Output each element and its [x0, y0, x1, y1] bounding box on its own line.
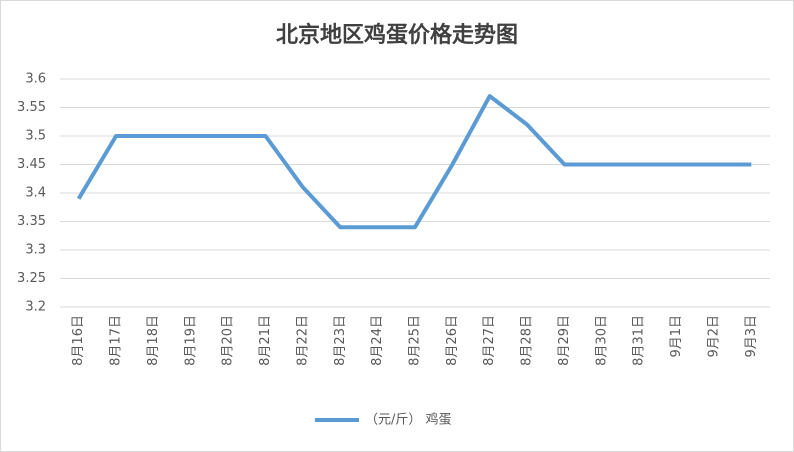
x-tick-label: 8月22日: [295, 315, 310, 366]
x-tick-label: 8月23日: [333, 315, 348, 366]
x-tick-label: 8月31日: [632, 315, 647, 366]
y-tick-label: 3.55: [17, 100, 46, 115]
y-tick-label: 3.4: [25, 186, 46, 201]
x-tick-label: 8月25日: [408, 315, 423, 366]
y-tick-label: 3.2: [25, 300, 46, 315]
x-tick-label: 8月17日: [109, 315, 124, 366]
chart-title: 北京地区鸡蛋价格走势图: [276, 22, 518, 48]
y-tick-label: 3.6: [25, 72, 46, 87]
x-tick-label: 8月19日: [183, 315, 198, 366]
line: [76, 94, 752, 230]
x-tick-label: 8月16日: [71, 315, 86, 366]
x-tick-label: 8月21日: [258, 315, 273, 366]
y-tick-label: 3.35: [17, 214, 46, 229]
legend-label: （元/斤） 鸡蛋: [365, 412, 452, 428]
x-tick-label: 8月30日: [594, 315, 609, 366]
x-tick-label: 9月1日: [669, 315, 684, 358]
y-tick-label: 3.3: [25, 243, 46, 258]
x-tick-label: 9月3日: [744, 315, 759, 358]
x-tick-label: 9月2日: [706, 315, 721, 358]
x-tick-label: 8月29日: [557, 315, 572, 366]
x-tick-label: 8月18日: [146, 315, 161, 366]
x-tick-label: 8月24日: [370, 315, 385, 366]
x-tick-label: 8月26日: [445, 315, 460, 366]
x-tick-label: 8月27日: [482, 315, 497, 366]
y-tick-label: 3.5: [25, 129, 46, 144]
x-tick-label: 8月20日: [221, 315, 236, 366]
y-tick-label: 3.45: [17, 157, 46, 172]
x-tick-label: 8月28日: [520, 315, 535, 366]
y-tick-label: 3.25: [17, 271, 46, 286]
